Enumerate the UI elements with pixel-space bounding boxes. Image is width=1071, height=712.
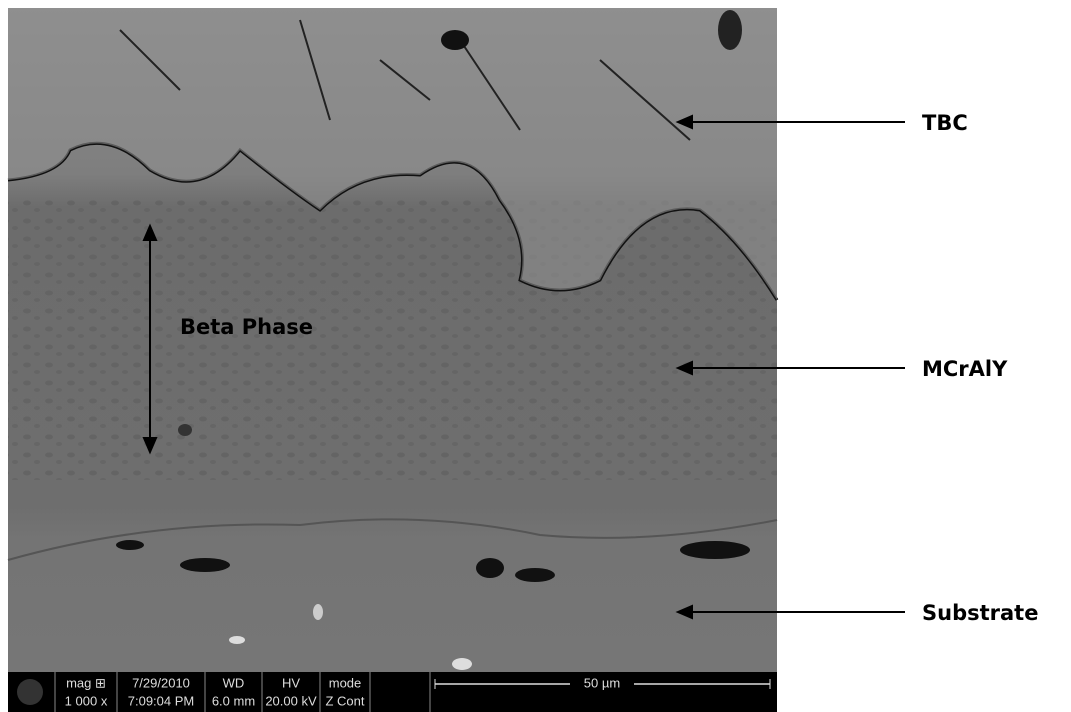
label-substrate: Substrate: [922, 601, 1038, 625]
info-header: HV: [282, 675, 300, 690]
info-value: 7:09:04 PM: [128, 693, 195, 708]
label-tbc: TBC: [922, 111, 968, 135]
info-value: 1 000 x: [65, 693, 108, 708]
info-header: mag ⊞: [66, 675, 106, 690]
scale-label: 50 µm: [584, 675, 620, 690]
info-header: WD: [223, 675, 245, 690]
info-value: 20.00 kV: [265, 693, 317, 708]
label-beta-phase: Beta Phase: [180, 315, 313, 339]
figure-svg: 50 µm TBC MCrAlY Substrate Beta Phase ma…: [0, 0, 1071, 712]
figure: 50 µm TBC MCrAlY Substrate Beta Phase ma…: [0, 0, 1071, 712]
micrograph: [8, 8, 777, 672]
info-header: mode: [329, 675, 362, 690]
info-value: 6.0 mm: [212, 693, 255, 708]
info-bar: 50 µm: [8, 672, 777, 712]
info-header: 7/29/2010: [132, 675, 190, 690]
info-value: Z Cont: [325, 693, 364, 708]
label-mcraly: MCrAlY: [922, 357, 1008, 381]
